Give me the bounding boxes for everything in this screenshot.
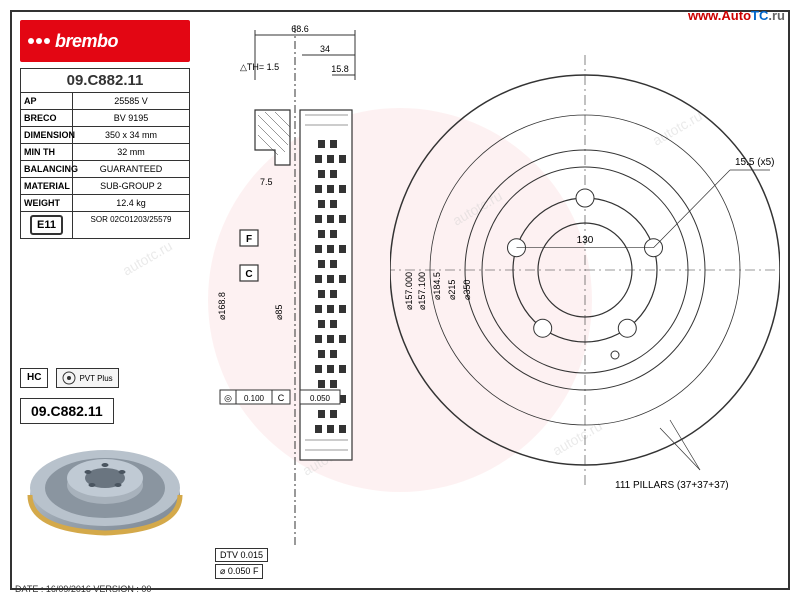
front-view: 15.5 (x5) 130 ⌀184.5 ⌀215 ⌀350 ⌀157.100 …: [390, 50, 780, 490]
svg-text:⌀215: ⌀215: [447, 280, 457, 300]
table-row: BALANCINGGUARANTEED: [21, 161, 189, 178]
brand-text: brembo: [55, 31, 118, 52]
brembo-logo: brembo: [20, 20, 190, 62]
svg-text:△TH= 1.5: △TH= 1.5: [240, 62, 279, 72]
cert-badge: E11: [30, 215, 63, 235]
table-row: MATERIALSUB-GROUP 2: [21, 178, 189, 195]
svg-text:130: 130: [577, 235, 594, 246]
svg-text:34: 34: [320, 44, 330, 54]
svg-text:⌀157.100: ⌀157.100: [417, 272, 427, 310]
table-row: DIMENSION350 x 34 mm: [21, 127, 189, 144]
svg-text:◎: ◎: [224, 393, 232, 403]
svg-text:⌀85: ⌀85: [274, 305, 284, 320]
svg-text:⌀157.000: ⌀157.000: [404, 272, 414, 310]
date-version: DATE : 16/09/2016 VERSION : 00: [15, 584, 151, 594]
svg-text:15.8: 15.8: [331, 64, 349, 74]
source-url: www.AutoTC.ru: [688, 8, 785, 23]
url-prefix: www.Auto: [688, 8, 751, 23]
spec-table: 09.C882.11 AP25585 V BRECOBV 9195 DIMENS…: [20, 68, 190, 239]
svg-text:111 PILLARS (37+37+37): 111 PILLARS (37+37+37): [615, 480, 729, 490]
svg-text:C: C: [245, 269, 252, 280]
svg-text:⌀350: ⌀350: [462, 280, 472, 300]
part-number-title: 09.C882.11: [21, 69, 189, 93]
dtv-callout: DTV 0.015: [215, 548, 268, 562]
svg-text:F: F: [246, 234, 252, 245]
svg-text:0.100: 0.100: [244, 394, 265, 403]
pvt-plus-icon: PVT Plus: [56, 368, 118, 388]
flatness-callout: ⌀ 0.050 F: [215, 564, 263, 579]
svg-text:⌀168.8: ⌀168.8: [217, 292, 227, 320]
svg-text:C: C: [278, 393, 285, 403]
svg-text:⌀184.5: ⌀184.5: [432, 272, 442, 300]
hc-icon: HC: [20, 368, 48, 388]
table-row: WEIGHT12.4 kg: [21, 195, 189, 212]
svg-text:15.5 (x5): 15.5 (x5): [735, 157, 774, 168]
svg-text:0.050: 0.050: [310, 394, 331, 403]
url-mid: TC: [751, 8, 768, 23]
bottom-tolerances: DTV 0.015 ⌀ 0.050 F: [215, 547, 268, 580]
url-suffix: .ru: [768, 8, 785, 23]
svg-text:7.5: 7.5: [260, 177, 273, 187]
svg-text:68.6: 68.6: [291, 24, 309, 34]
table-row: MIN TH32 mm: [21, 144, 189, 161]
part-number-box: 09.C882.11: [20, 398, 114, 424]
table-row: BRECOBV 9195: [21, 110, 189, 127]
disc-3d-render: [20, 430, 190, 550]
cert-ref: SOR 02C01203/25579: [73, 212, 189, 238]
certification-icons: HC PVT Plus: [20, 368, 119, 388]
table-row: AP25585 V: [21, 93, 189, 110]
section-view: 68.6 34 15.8 △TH= 1.5 7.5 F C ⌀168.8 ⌀85…: [200, 20, 380, 550]
table-row: E11 SOR 02C01203/25579: [21, 212, 189, 238]
